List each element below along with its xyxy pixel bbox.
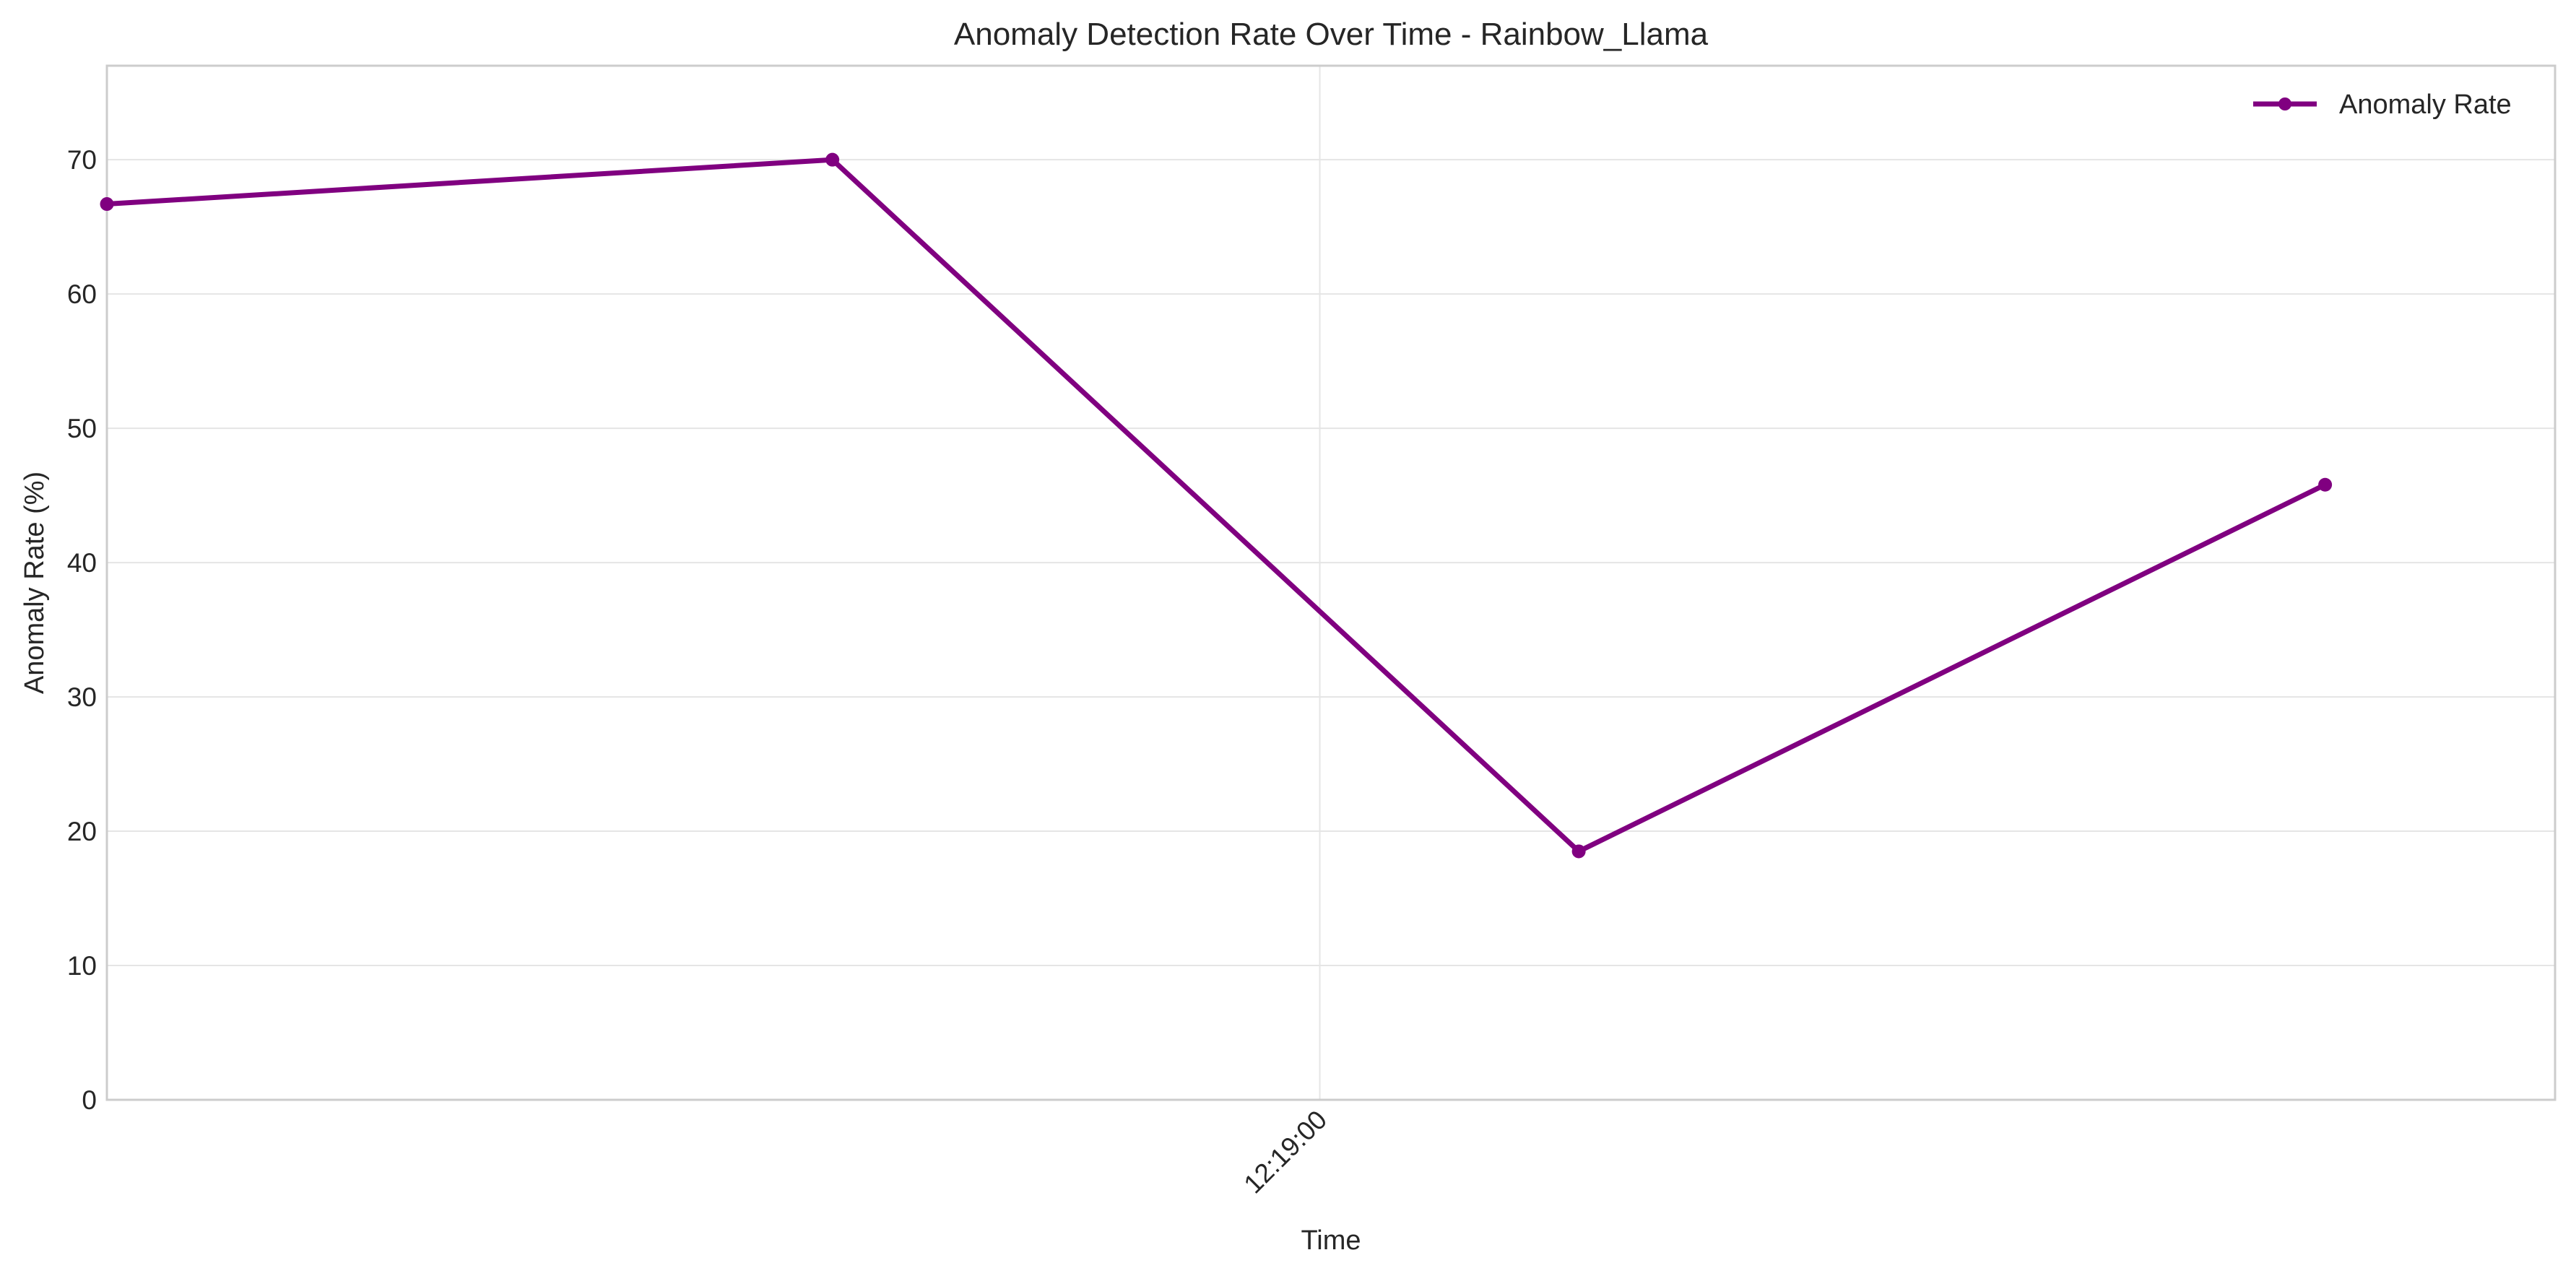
chart-title: Anomaly Detection Rate Over Time - Rainb… [954,17,1709,52]
x-axis-label: Time [1301,1225,1361,1256]
legend-marker-swatch [2278,97,2291,110]
series-layer [100,152,2333,859]
y-tick-label: 20 [67,817,97,846]
legend: Anomaly Rate [2253,90,2512,120]
data-point [1571,844,1586,859]
y-tick-label: 70 [67,145,97,175]
data-point [100,197,114,212]
y-tick-label: 0 [82,1085,97,1115]
data-point [825,152,840,167]
y-axis-label: Anomaly Rate (%) [19,472,50,694]
legend-label: Anomaly Rate [2339,90,2512,120]
y-tick-label: 40 [67,548,97,578]
y-tick-label: 30 [67,682,97,712]
y-tick-label: 60 [67,279,97,309]
grid [107,66,2555,1101]
y-tick-label: 10 [67,951,97,981]
series-line [104,157,2328,854]
plot-frame [105,64,2557,1101]
y-tick-label: 50 [67,414,97,443]
data-point [2318,477,2333,492]
